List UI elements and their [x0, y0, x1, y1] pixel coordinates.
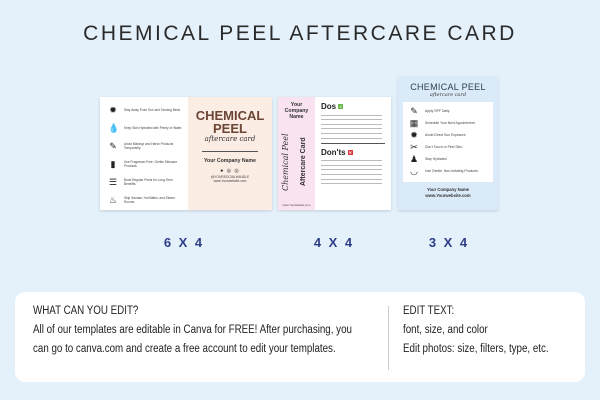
social-icons: ● ◎ ◎	[220, 168, 240, 174]
tip-item: ♟ Stay Hydrated.	[409, 153, 448, 164]
tip-item: ☰ Book Regular Peels for Long-Term Benefi…	[108, 177, 173, 187]
tip-item: ✂ Don't Touch or Peel Skin.	[410, 141, 463, 152]
edit-description: can go to canva.com and create a free ac…	[33, 343, 336, 355]
tip-item: ◡ Use Gentle, Non-Irritating Products.	[410, 165, 479, 176]
tip-item: ♨ Skip Saunas, Hot Baths, and Steam Rooms…	[108, 195, 175, 205]
tip-item: 💧 Keep Skin Hydrated with Plenty of Water…	[108, 123, 183, 133]
tip-item: ▮ Use Fragrance-Free, Gentle Skincare Pro…	[108, 158, 184, 170]
card-script: Chemical Peel	[281, 133, 290, 191]
size-label-6x4: 6 X 4	[163, 235, 205, 250]
sun-icon: ✹	[109, 105, 117, 115]
card-script: aftercare card	[429, 92, 467, 98]
card-4x4: Your Company Name Chemical Peel Aftercar…	[278, 97, 391, 210]
company-name: Your Company Name	[203, 158, 257, 164]
book-icon: ☰	[108, 177, 118, 187]
bowl-icon: ◡	[410, 165, 418, 176]
x-icon: ✕	[347, 149, 353, 155]
tip-item: ✎ Apply SPF Daily.	[410, 105, 451, 116]
makeup-icon: ✎	[109, 141, 117, 151]
tip-item: ▦ Schedule Your Next Appointment.	[409, 117, 476, 128]
sun-icon: ✹	[410, 129, 418, 140]
size-label-4x4: 4 X 4	[313, 235, 355, 250]
water-drop-icon: 💧	[108, 123, 120, 133]
tip-item: ✹ Stay Away From Sun and Tanning Beds.	[109, 105, 181, 115]
card-heading: PEEL	[213, 121, 247, 136]
edit-heading: WHAT CAN YOU EDIT?	[33, 305, 139, 317]
website: www.Yourwebsite.com	[282, 203, 311, 207]
tips-list: ✎ Apply SPF Daily. ▦ Schedule Your Next Ap…	[403, 102, 493, 182]
divider	[388, 306, 389, 370]
page-title: CHEMICAL PEEL AFTERCARE CARD	[83, 22, 517, 45]
company-name: Your Company Name	[426, 187, 470, 192]
edit-text-detail: font, size, and color	[403, 324, 488, 336]
edit-text-heading: EDIT TEXT:	[403, 305, 455, 317]
info-panel: WHAT CAN YOU EDIT? All of our templates …	[15, 292, 585, 382]
sunscreen-icon: ✎	[410, 105, 418, 116]
dos-donts: Dos ✓ Don'ts ✕	[315, 97, 391, 210]
tips-list: ✹ Stay Away From Sun and Tanning Beds. 💧 K…	[100, 97, 188, 210]
water-icon: ♟	[409, 153, 419, 164]
website: www.Yourwebsite.com	[425, 193, 471, 198]
card-front: CHEMICAL PEEL aftercare card Your Compan…	[188, 97, 272, 210]
calendar-icon: ▦	[409, 117, 419, 128]
dos-heading: Dos ✓	[321, 102, 344, 111]
card-heading: CHEMICAL PEEL	[410, 82, 486, 92]
divider	[202, 151, 258, 152]
card-6x4: ✹ Stay Away From Sun and Tanning Beds. 💧 K…	[100, 97, 272, 210]
card-side: Your Company Name Chemical Peel Aftercar…	[278, 97, 315, 210]
social-handle: @YOURSOCIALHANDLE	[210, 175, 250, 179]
company-name: Your Company Name	[284, 102, 309, 120]
card-3x4: CHEMICAL PEEL aftercare card ✎ Apply SPF D…	[398, 77, 498, 210]
tip-item: ✹ Avoid Direct Sun Exposure.	[410, 129, 467, 140]
tweezers-icon: ✂	[410, 141, 418, 152]
card-heading: CHEMICAL	[195, 108, 265, 123]
bottle-icon: ▮	[110, 159, 116, 169]
edit-description: All of our templates are editable in Can…	[33, 324, 352, 336]
tip-item: ✎ Avoid Makeup and Harsh Products Tempora…	[109, 141, 174, 151]
edit-photos-detail: Edit photos: size, filters, type, etc.	[403, 343, 549, 355]
card-script: aftercare card	[204, 135, 256, 143]
card-subtitle: Aftercare Card	[300, 137, 307, 187]
divider	[321, 142, 385, 144]
bath-icon: ♨	[108, 195, 118, 205]
size-label-3x4: 3 X 4	[428, 235, 470, 250]
check-icon: ✓	[338, 104, 344, 110]
donts-heading: Don'ts ✕	[321, 147, 353, 157]
website: www.Yourwebsite.com	[213, 179, 247, 183]
